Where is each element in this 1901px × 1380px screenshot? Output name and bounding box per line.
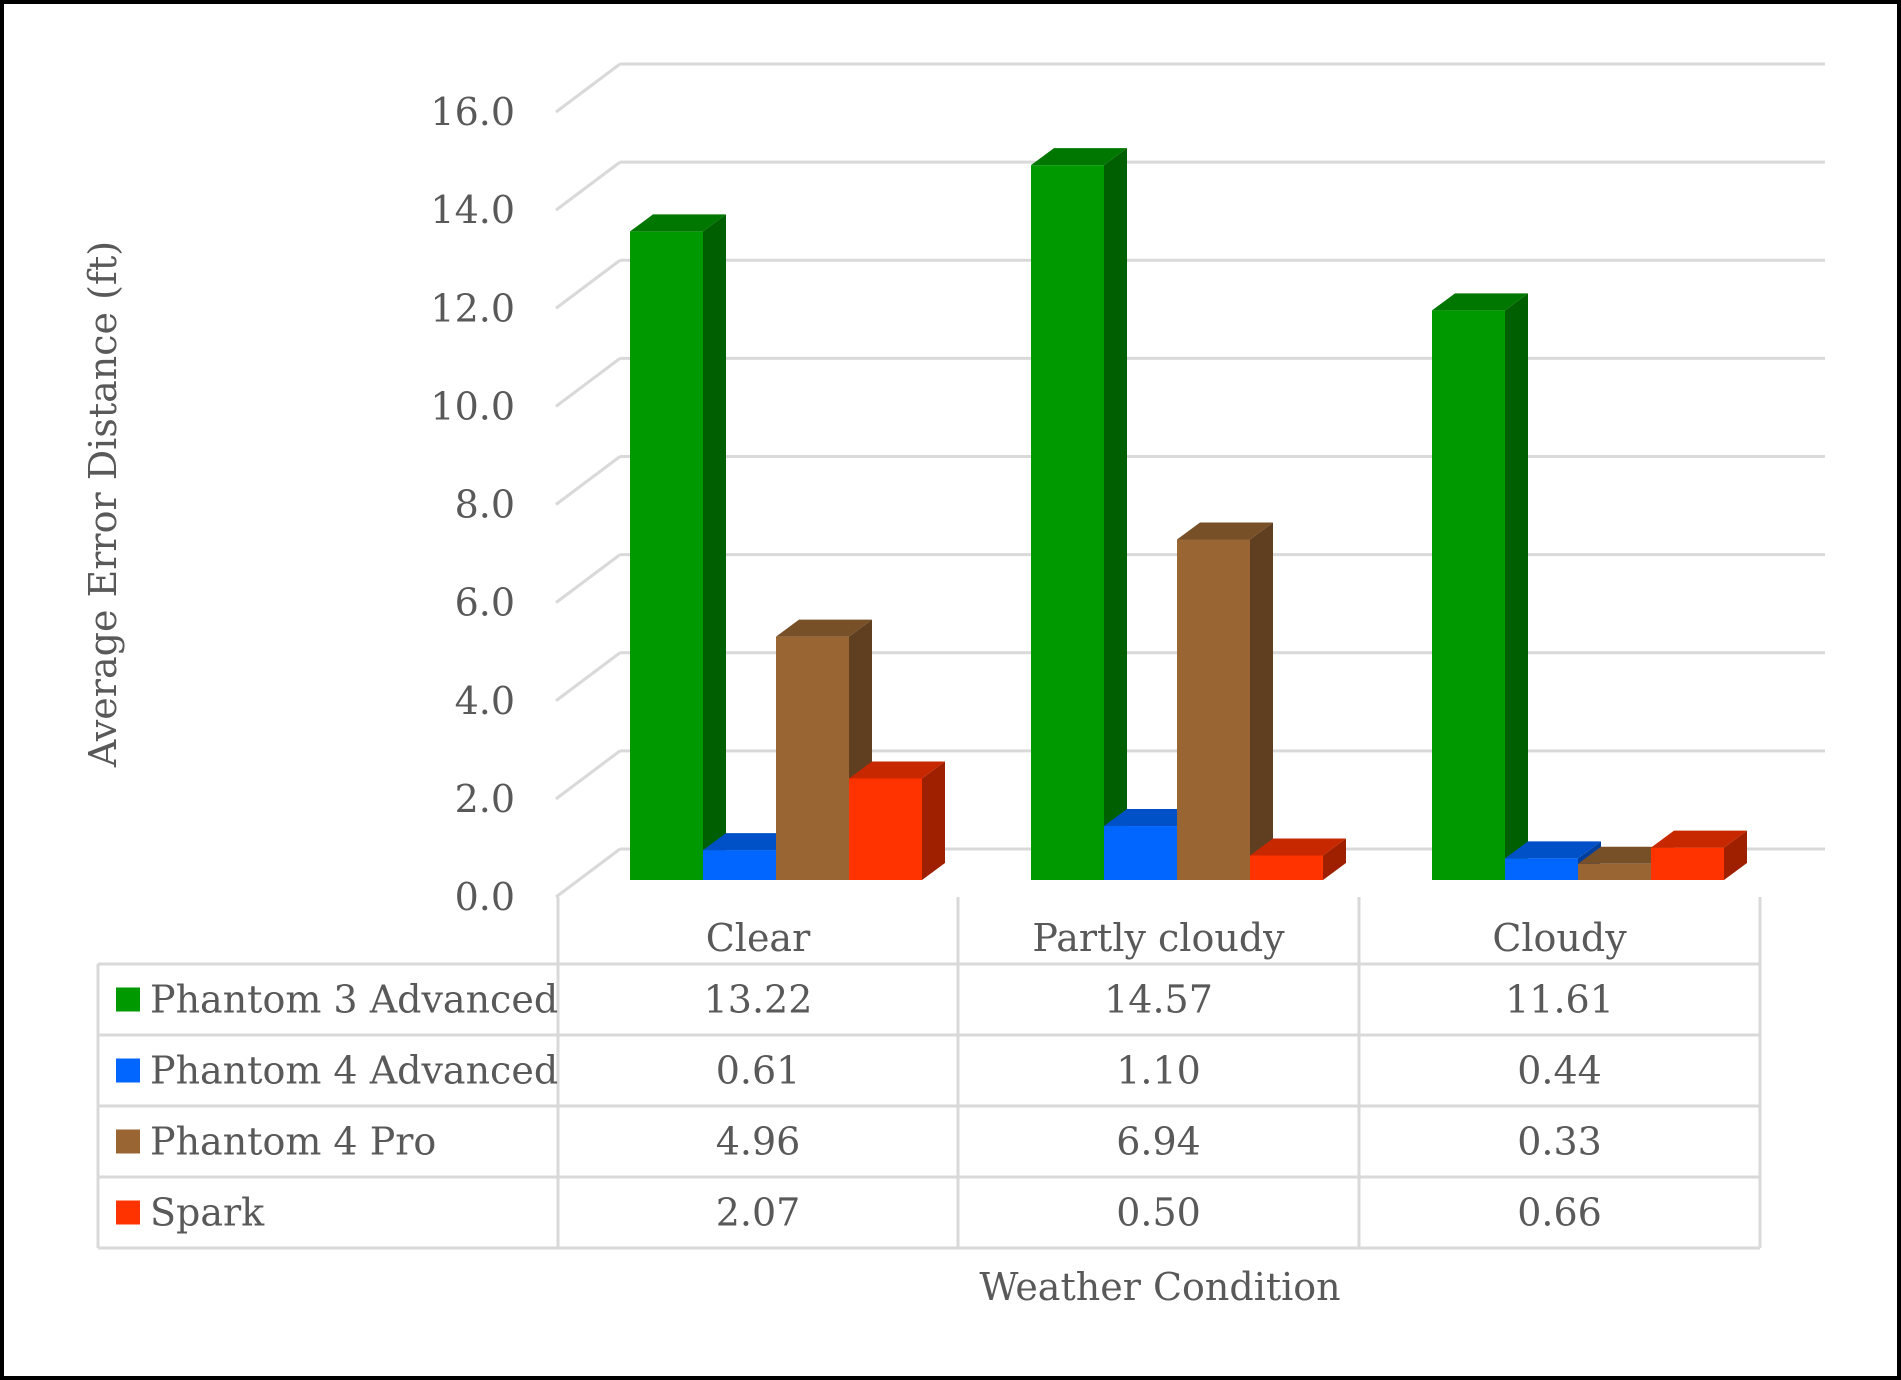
data-table: Clear Partly cloudy Cloudy Phantom 3 Advanc… [96,897,1762,1250]
data-label: 14.57 [1104,978,1213,1022]
legend-entry: Phantom 4 Pro [150,1120,436,1164]
data-label: 4.96 [716,1120,801,1164]
y-tick-label: 4.0 [455,679,515,723]
bars [630,148,1747,881]
bar [1651,830,1747,880]
gridline-side [555,749,621,801]
data-label: 0.50 [1116,1191,1201,1235]
gridline-side [555,455,621,506]
legend-swatch [116,1129,140,1154]
data-label: 13.22 [704,978,813,1022]
x-tick-label: Clear [706,916,811,960]
y-tick-label: 0.0 [455,875,515,919]
x-axis-label: Weather Condition [979,1265,1340,1309]
data-label: 6.94 [1116,1120,1201,1164]
gridline-side [555,651,621,702]
y-axis-label: Average Error Distance (ft) [81,241,125,768]
y-tick-label: 16.0 [430,90,515,134]
gridline-side [555,160,621,212]
y-tick-label: 8.0 [455,483,515,527]
data-label: 11.61 [1505,978,1614,1022]
bar [1432,293,1528,880]
legend-entry: Phantom 3 Advanced [150,978,558,1022]
y-tick-label: 12.0 [430,286,515,330]
bar [630,214,726,881]
legend-swatch [116,1058,140,1083]
legend-swatch [116,987,140,1012]
y-tick-label: 14.0 [430,188,515,232]
bar [1250,838,1346,880]
data-label: 2.07 [716,1191,801,1235]
gridline-side [555,62,621,114]
x-tick-label: Partly cloudy [1032,916,1285,960]
bar [1177,522,1273,880]
gridline-side [555,847,621,899]
legend-entry: Phantom 4 Advanced [150,1049,558,1093]
data-label: 0.44 [1517,1049,1602,1093]
bar [849,761,945,880]
legend-entry: Spark [150,1191,265,1235]
data-label: 0.66 [1517,1191,1602,1235]
y-tick-label: 2.0 [455,777,515,821]
data-label: 1.10 [1116,1049,1201,1093]
legend-swatch [116,1200,140,1225]
y-tick-label: 10.0 [430,384,515,428]
bar [1031,148,1127,881]
gridline-side [555,259,621,310]
y-tick-label: 6.0 [455,581,515,625]
gridline-side [555,357,621,408]
y-axis-ticks: 0.0 2.0 4.0 6.0 8.0 10.0 12.0 14.0 16.0 [430,90,515,919]
data-label: 0.33 [1517,1120,1602,1164]
data-label: 0.61 [716,1049,801,1093]
x-tick-label: Cloudy [1492,916,1627,960]
gridline-side [555,553,621,604]
